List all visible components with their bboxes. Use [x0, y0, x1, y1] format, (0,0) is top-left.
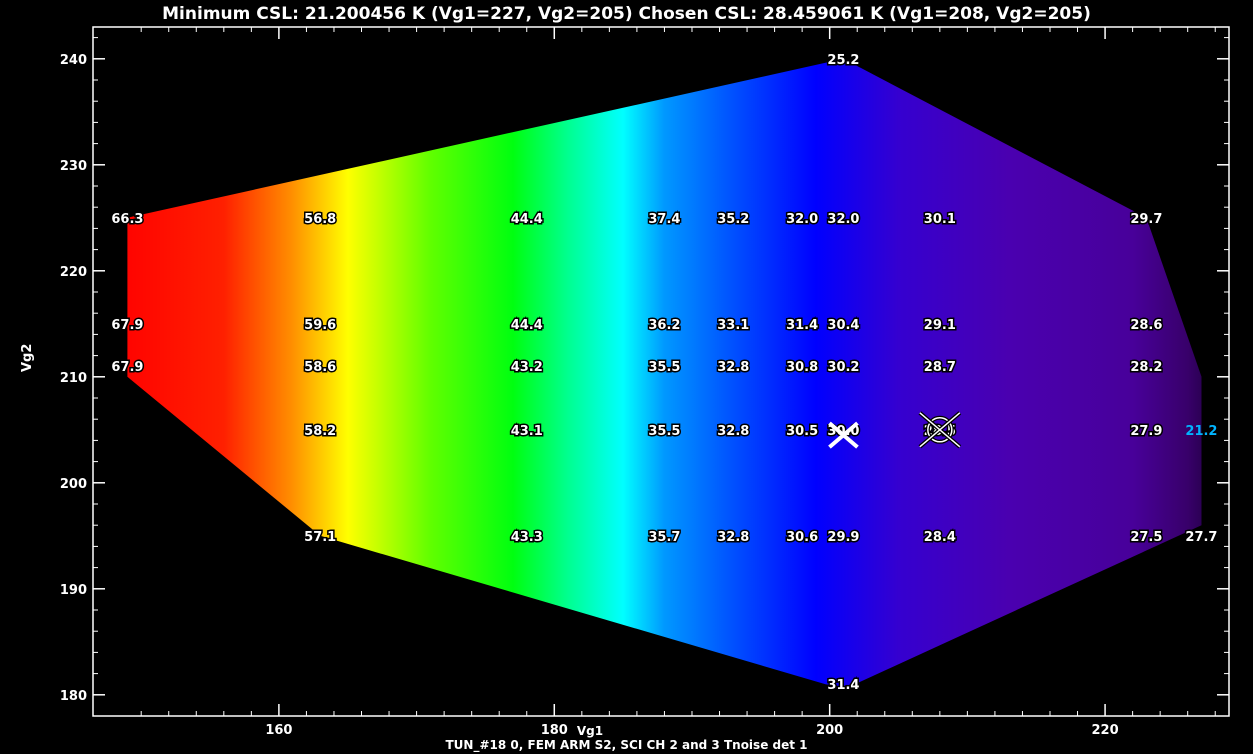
- data-value-label: 31.4: [786, 318, 818, 333]
- marker-stroke: [828, 421, 859, 449]
- data-value-label: 35.5: [648, 424, 680, 439]
- data-value-label: 27.5: [1130, 530, 1162, 545]
- data-value-label: 30.4: [827, 318, 859, 333]
- data-value-label: 43.1: [511, 424, 543, 439]
- data-value-label: 28.4: [924, 530, 956, 545]
- data-value-label: 67.9: [111, 360, 143, 375]
- chart-title: Minimum CSL: 21.200456 K (Vg1=227, Vg2=2…: [162, 4, 1091, 24]
- data-value-label: 44.4: [511, 318, 543, 333]
- data-value-label: 30.1: [924, 212, 956, 227]
- data-value-label: 66.3: [111, 212, 143, 227]
- x-tick-label: 220: [1092, 723, 1119, 738]
- marker-circle: [927, 417, 953, 443]
- data-value-label: 27.9: [1130, 424, 1162, 439]
- y-tick-label: 200: [60, 477, 87, 492]
- y-tick-label: 210: [60, 371, 87, 386]
- y-tick-label: 190: [60, 583, 87, 598]
- data-value-label: 32.8: [717, 424, 749, 439]
- data-value-label: 32.8: [717, 530, 749, 545]
- data-value-label: 37.4: [648, 212, 680, 227]
- data-value-label: 28.2: [1130, 360, 1162, 375]
- data-value-label: 29.7: [1130, 212, 1162, 227]
- data-value-label: 30.6: [786, 530, 818, 545]
- data-value-label: 35.5: [648, 360, 680, 375]
- plot-frame: [92, 26, 1230, 717]
- data-value-label: 32.0: [827, 212, 859, 227]
- data-value-label: 67.9: [111, 318, 143, 333]
- data-value-label: 29.1: [924, 318, 956, 333]
- data-value-label: 30.5: [786, 424, 818, 439]
- data-value-label: 43.3: [511, 530, 543, 545]
- data-value-label: 32.8: [717, 360, 749, 375]
- data-value-label: 27.7: [1185, 530, 1217, 545]
- data-value-label: 28.7: [924, 360, 956, 375]
- data-value-label: 29.9: [827, 530, 859, 545]
- data-value-label: 56.8: [304, 212, 336, 227]
- data-value-label: 35.2: [717, 212, 749, 227]
- x-tick-label: 160: [265, 723, 292, 738]
- marker-stroke: [919, 412, 961, 448]
- data-value-label: 35.7: [648, 530, 680, 545]
- x-axis-label: Vg1: [576, 724, 604, 738]
- x-tick-label: 200: [816, 723, 843, 738]
- data-value-label: 59.6: [304, 318, 336, 333]
- data-value-label: 30.2: [827, 360, 859, 375]
- footer-caption: TUN_#18 0, FEM ARM S2, SCI CH 2 and 3 Tn…: [445, 738, 808, 752]
- y-axis-label: Vg2: [20, 343, 35, 372]
- y-tick-label: 230: [60, 159, 87, 174]
- data-value-label: 25.2: [827, 53, 859, 68]
- y-tick-label: 240: [60, 53, 87, 68]
- y-tick-label: 180: [60, 689, 87, 704]
- contour-fill-region: [127, 58, 1202, 690]
- data-value-label: 28.6: [1130, 318, 1162, 333]
- default-point-marker: [828, 421, 859, 449]
- y-tick-label: 220: [60, 265, 87, 280]
- data-value-label: 30.8: [786, 360, 818, 375]
- chosen-point-marker: [918, 411, 962, 449]
- data-value-label: 43.2: [511, 360, 543, 375]
- data-value-label: 57.1: [304, 530, 336, 545]
- data-value-label: 32.0: [786, 212, 818, 227]
- x-tick-label: 180: [541, 723, 568, 738]
- data-value-label: 33.1: [717, 318, 749, 333]
- data-value-label: 44.4: [511, 212, 543, 227]
- data-value-label: 31.4: [827, 678, 859, 693]
- minimum-value-label: 21.2: [1185, 424, 1217, 439]
- data-value-label: 58.6: [304, 360, 336, 375]
- data-value-label: 58.2: [304, 424, 336, 439]
- data-value-label: 36.2: [648, 318, 680, 333]
